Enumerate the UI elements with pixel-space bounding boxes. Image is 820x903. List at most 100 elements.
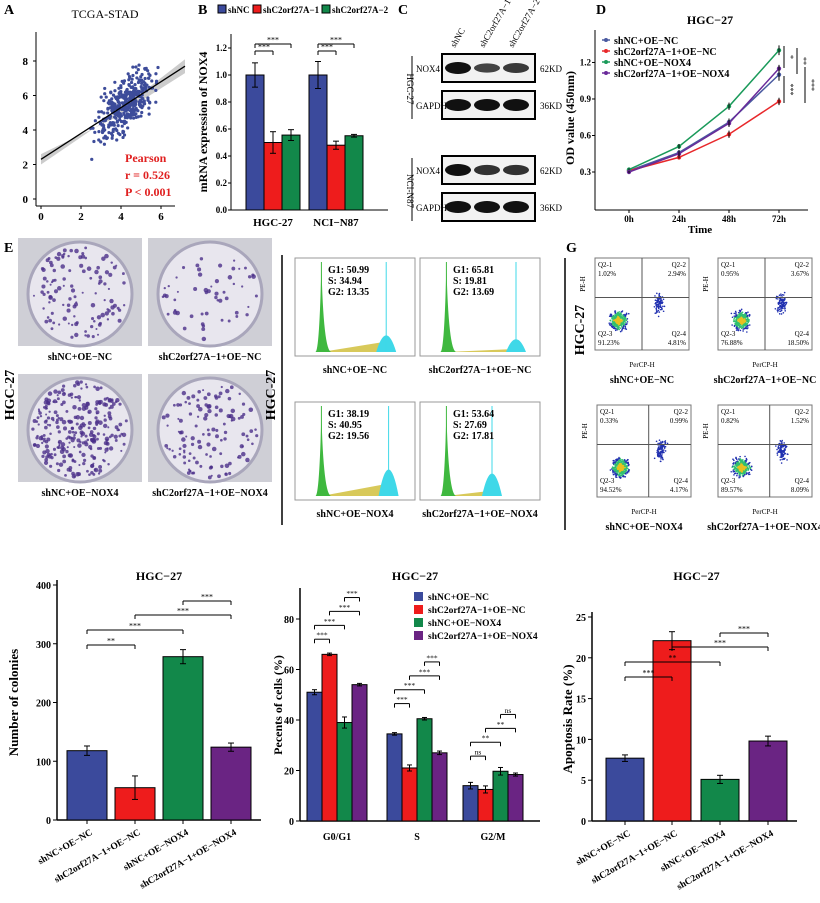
legend-label: shC2orf27A−1+OE−NC bbox=[428, 606, 526, 616]
y-tick: 0.4 bbox=[216, 151, 228, 161]
scatter-point bbox=[115, 119, 120, 123]
quadrant-percent: 76.88% bbox=[721, 339, 743, 347]
colony bbox=[213, 394, 218, 398]
colony bbox=[110, 261, 113, 264]
y-tick: 0.3 bbox=[580, 167, 592, 177]
cell-line-label: HGC-27 bbox=[264, 370, 279, 421]
pearson-stat: Pearson bbox=[125, 151, 167, 165]
event-dot bbox=[621, 328, 623, 331]
colony bbox=[97, 472, 101, 475]
scatter-point bbox=[111, 129, 115, 134]
event-dot bbox=[776, 448, 778, 451]
event-dot bbox=[662, 305, 664, 308]
event-dot bbox=[614, 463, 617, 465]
event-dot bbox=[661, 456, 664, 459]
colony bbox=[199, 257, 204, 261]
colony bbox=[57, 468, 61, 473]
colony bbox=[102, 402, 107, 407]
scatter-point bbox=[125, 97, 129, 101]
colony bbox=[108, 435, 112, 439]
colony bbox=[238, 392, 241, 396]
event-dot bbox=[748, 471, 751, 474]
event-dot bbox=[743, 327, 746, 330]
event-dot bbox=[732, 458, 734, 460]
colony bbox=[238, 267, 241, 270]
g1-peak bbox=[315, 412, 332, 496]
legend-label: shNC bbox=[228, 5, 250, 15]
x-tick: 2 bbox=[78, 211, 84, 223]
scatter-point bbox=[130, 77, 134, 81]
event-dot bbox=[615, 313, 618, 315]
colony bbox=[197, 267, 202, 272]
event-dot bbox=[625, 460, 628, 462]
y-tick: 0.0 bbox=[216, 205, 228, 215]
x-tick: G2/M bbox=[481, 832, 507, 843]
colony bbox=[171, 449, 174, 452]
y-axis-label: Number of colonies bbox=[6, 649, 21, 756]
colony bbox=[70, 288, 76, 293]
colony bbox=[62, 248, 67, 253]
colony bbox=[161, 415, 166, 420]
colony bbox=[111, 402, 116, 406]
colony bbox=[42, 292, 46, 296]
event-dot bbox=[739, 329, 742, 332]
event-dot bbox=[618, 462, 621, 465]
colony bbox=[103, 397, 107, 401]
colony bbox=[68, 465, 73, 470]
colony bbox=[115, 397, 120, 403]
y-tick: 0 bbox=[581, 817, 586, 828]
colony bbox=[235, 315, 239, 318]
colony bbox=[67, 453, 72, 458]
event-dot bbox=[779, 459, 782, 461]
event-dot bbox=[778, 294, 781, 297]
scatter-point bbox=[140, 110, 144, 115]
colony bbox=[208, 466, 213, 470]
scatter-point bbox=[142, 80, 146, 84]
event-dot bbox=[618, 318, 620, 320]
scatter-point bbox=[136, 68, 140, 72]
bar bbox=[605, 757, 645, 822]
quadrant-percent: 18.50% bbox=[787, 339, 809, 347]
event-dot bbox=[620, 460, 623, 463]
colony bbox=[190, 436, 195, 441]
colony bbox=[76, 395, 82, 400]
event-dot bbox=[745, 322, 747, 325]
event-dot bbox=[659, 446, 662, 448]
event-dot bbox=[784, 307, 786, 310]
colony bbox=[108, 416, 113, 421]
event-dot bbox=[733, 315, 736, 317]
colony bbox=[204, 311, 209, 316]
significance-label: *** bbox=[267, 36, 279, 45]
panel-a-scatter: TCGA-STAD 0 2 4 6 0 2 4 6 8 Pearson r = 0.526 P < 0.… bbox=[23, 7, 186, 223]
scatter-point bbox=[102, 142, 107, 146]
protein-label: NOX4 bbox=[416, 166, 440, 176]
event-dot bbox=[627, 470, 630, 472]
colony bbox=[220, 318, 224, 322]
scatter-point bbox=[113, 105, 117, 109]
event-dot bbox=[609, 469, 612, 471]
colony bbox=[59, 417, 64, 422]
scatter-point bbox=[133, 103, 137, 107]
event-dot bbox=[783, 291, 786, 294]
event-dot bbox=[739, 461, 742, 463]
event-dot bbox=[659, 308, 662, 311]
y-tick: 0 bbox=[23, 194, 29, 206]
colony bbox=[107, 426, 110, 429]
colony bbox=[104, 270, 110, 275]
culture-dish bbox=[156, 240, 264, 348]
colony bbox=[201, 324, 206, 328]
event-dot bbox=[735, 461, 738, 464]
event-dot bbox=[626, 466, 628, 468]
scatter-point bbox=[123, 90, 128, 94]
event-dot bbox=[657, 446, 660, 448]
quadrant-name: Q2-4 bbox=[795, 330, 810, 338]
colony bbox=[41, 454, 45, 458]
colony bbox=[231, 266, 236, 271]
colony bbox=[53, 289, 59, 294]
protein-label: GAPDH bbox=[416, 203, 448, 213]
colony bbox=[57, 416, 60, 420]
colony bbox=[95, 423, 99, 426]
event-dot bbox=[623, 459, 626, 461]
protein-band bbox=[474, 99, 500, 111]
event-dot bbox=[746, 466, 749, 468]
